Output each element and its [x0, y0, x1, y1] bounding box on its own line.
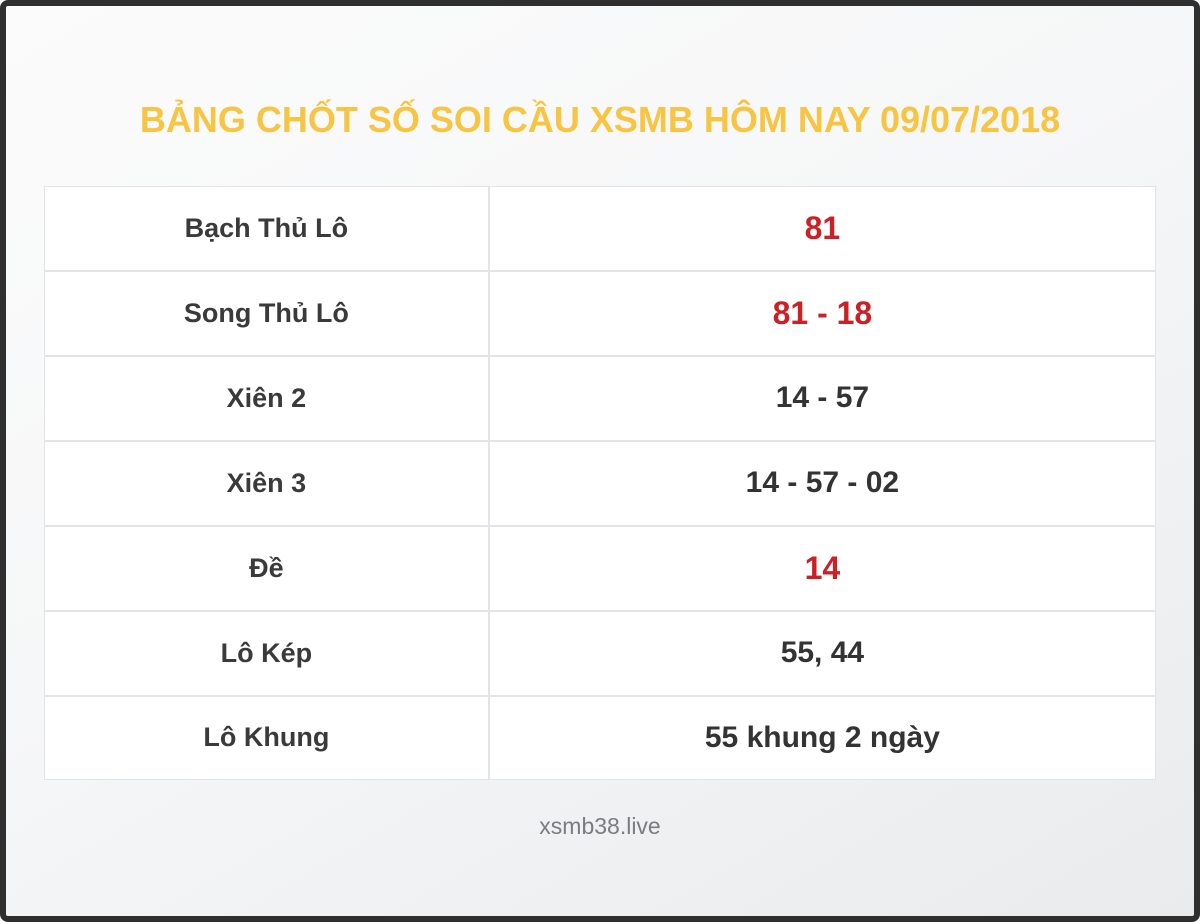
row-value-de: 14	[488, 525, 1156, 611]
table-row: Xiên 3 14 - 57 - 02	[44, 440, 1156, 526]
row-value-lo-kep: 55, 44	[488, 610, 1156, 696]
table-row: Xiên 2 14 - 57	[44, 355, 1156, 441]
page-title: BẢNG CHỐT SỐ SOI CẦU XSMB HÔM NAY 09/07/…	[139, 99, 1061, 140]
row-value-lo-khung: 55 khung 2 ngày	[488, 695, 1156, 781]
row-label-song-thu-lo: Song Thủ Lô	[44, 271, 489, 356]
table-row: Bạch Thủ Lô 81	[44, 186, 1156, 272]
table-row: Lô Khung 55 khung 2 ngày	[44, 695, 1156, 781]
row-label-xien-3: Xiên 3	[44, 440, 489, 526]
row-label-lo-khung: Lô Khung	[44, 695, 489, 781]
table-row: Đề 14	[44, 525, 1156, 611]
row-value-song-thu-lo: 81 - 18	[488, 271, 1156, 356]
table-row: Song Thủ Lô 81 - 18	[44, 271, 1156, 356]
row-value-bach-thu-lo: 81	[488, 186, 1156, 272]
row-value-xien-3: 14 - 57 - 02	[488, 440, 1156, 526]
row-label-lo-kep: Lô Kép	[44, 610, 489, 696]
table-row: Lô Kép 55, 44	[44, 610, 1156, 696]
row-label-bach-thu-lo: Bạch Thủ Lô	[44, 186, 489, 272]
row-label-de: Đề	[44, 525, 489, 611]
site-watermark: xsmb38.live	[539, 813, 661, 840]
prediction-table: Bạch Thủ Lô 81 Song Thủ Lô 81 - 18 Xiên …	[44, 186, 1156, 781]
row-label-xien-2: Xiên 2	[44, 355, 489, 441]
row-value-xien-2: 14 - 57	[488, 355, 1156, 441]
